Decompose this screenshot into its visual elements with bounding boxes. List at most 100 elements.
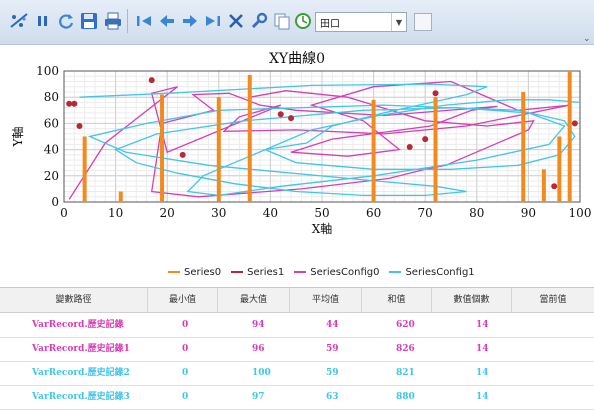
scatter-chart-icon[interactable] [9,10,29,32]
table-row[interactable]: VarRecord.歷史記錄3 0 97 63 880 14 [0,385,594,410]
y-axis-label: Y軸 [11,127,25,148]
cell-sum: 620 [396,320,415,330]
cell-max: 100 [252,368,271,378]
cell-min: 0 [182,320,189,330]
col-header[interactable]: 數值個數 [432,288,512,312]
cell-avg: 44 [326,320,339,330]
legend-item-series1: Series1 [231,267,284,278]
x-tick-label: 0 [60,206,68,220]
copy-icon[interactable] [272,10,292,32]
save-icon[interactable] [79,10,99,32]
point-series1 [551,183,558,190]
y-tick-label: 100 [36,64,59,78]
x-tick-label: 20 [160,206,175,220]
table-row[interactable]: VarRecord.歷史記錄2 0 100 59 821 14 [0,361,594,386]
pause-icon[interactable] [33,10,53,32]
cell-count: 14 [476,320,489,330]
bar-series0 [371,99,376,202]
y-tick-label: 40 [44,143,59,157]
options-button[interactable] [414,13,432,31]
cell-avg: 59 [326,344,339,354]
x-tick-label: 90 [521,206,536,220]
cell-min: 0 [182,344,189,354]
point-series1 [277,111,284,118]
cell-sum: 821 [396,368,415,378]
chevron-down-icon[interactable]: ▼ [391,13,406,31]
cell-max: 97 [252,392,265,402]
table-header: 變數路徑 最小值 最大值 平均值 和值 數值個數 當前值 [0,288,594,313]
cell-current [540,313,594,337]
x-tick-label: 70 [418,206,433,220]
chart-plot: 0 10 20 30 40 50 60 70 80 90 100 0 20 40 60 80 100 X軸 Y軸 [11,64,591,236]
y-tick-label: 60 [44,116,59,130]
point-series1 [288,115,295,122]
point-series1 [432,90,439,97]
cell-sum: 826 [396,344,415,354]
cell-max: 96 [252,344,265,354]
cell-path: VarRecord.歷史記錄2 [32,368,130,378]
y-tick-label: 0 [51,195,59,209]
col-header[interactable]: 和值 [362,288,432,312]
point-series1 [571,120,578,127]
cell-sum: 880 [396,392,415,402]
forward-icon[interactable] [180,10,200,32]
bar-series0 [557,136,562,202]
col-header[interactable]: 最小值 [148,288,218,312]
first-icon[interactable] [134,10,154,32]
col-header[interactable]: 最大值 [218,288,290,312]
time-range-dropdown[interactable]: 田口 ▼ [315,12,407,32]
x-tick-label: 50 [314,206,329,220]
bar-series0 [433,97,438,202]
bar-series0 [541,169,546,202]
cell-path: VarRecord.歷史記錄3 [32,392,130,402]
table-row[interactable]: VarRecord.歷史記錄1 0 96 59 826 14 [0,337,594,362]
cell-count: 14 [476,368,489,378]
xy-chart: XY曲線0 0 10 20 30 40 50 60 70 80 90 100 0 20 40 60 80 100… [0,45,594,285]
x-tick-label: 10 [108,206,123,220]
x-axis-label: X軸 [312,222,333,236]
bar-series0 [247,74,252,202]
cell-min: 0 [182,368,189,378]
plot-frame [63,70,581,203]
legend-swatch [389,271,402,273]
time-range-value: 田口 [320,19,340,30]
legend-swatch [231,271,244,273]
col-header[interactable]: 變數路徑 [0,288,148,312]
cell-avg: 59 [326,368,339,378]
col-header[interactable]: 當前值 [539,295,567,305]
cell-count: 14 [476,392,489,402]
chart-title: XY曲線0 [268,51,326,67]
table-row[interactable]: VarRecord.歷史記錄 0 94 44 620 14 [0,313,594,338]
toolbar-overflow-icon[interactable]: ⌄ [583,34,591,44]
col-header[interactable]: 平均值 [290,288,362,312]
legend-label: Series1 [247,266,285,278]
clear-icon[interactable] [226,10,246,32]
bar-series0 [216,97,221,202]
point-series1 [71,100,78,107]
legend-item-series0: Series0 [168,267,221,278]
cell-current [540,385,594,409]
print-icon[interactable] [103,10,123,32]
back-icon[interactable] [157,10,177,32]
point-series1 [66,100,73,107]
cell-path: VarRecord.歷史記錄1 [32,344,130,354]
toolbar-separator [127,9,128,33]
toolbar: 田口 ▼ ⌄ [0,0,594,45]
y-tick-label: 80 [44,90,59,104]
legend-label: SeriesConfig1 [405,266,475,278]
y-tick-label: 20 [44,169,59,183]
chart-legend: Series0 Series1 SeriesConfig0 SeriesConf… [168,265,485,279]
legend-item-seriesconfig0: SeriesConfig0 [294,267,379,278]
last-icon[interactable] [203,10,223,32]
bar-series0 [521,91,526,202]
clock-icon[interactable] [293,10,313,32]
legend-label: Series0 [184,266,222,278]
cell-current [540,361,594,385]
cell-max: 94 [252,320,265,330]
point-series1 [179,151,186,158]
bar-series0 [160,94,165,202]
point-series1 [422,136,429,143]
refresh-icon[interactable] [56,10,76,32]
settings-icon[interactable] [249,10,269,32]
bar-series0 [118,191,123,202]
